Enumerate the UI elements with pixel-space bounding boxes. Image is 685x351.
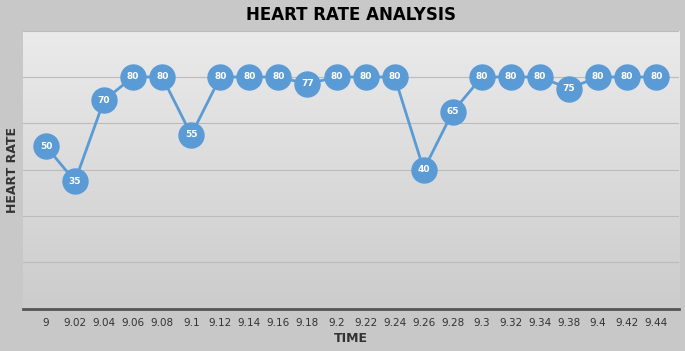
Text: 80: 80 — [592, 72, 604, 81]
Text: 80: 80 — [388, 72, 401, 81]
Text: 80: 80 — [505, 72, 517, 81]
Text: 80: 80 — [360, 72, 372, 81]
Text: 55: 55 — [185, 130, 197, 139]
Text: 80: 80 — [214, 72, 227, 81]
Text: 65: 65 — [447, 107, 459, 116]
Text: 80: 80 — [621, 72, 634, 81]
Text: 80: 80 — [127, 72, 139, 81]
Text: 40: 40 — [417, 165, 430, 174]
Text: 77: 77 — [301, 79, 314, 88]
Text: 80: 80 — [534, 72, 546, 81]
Text: 70: 70 — [98, 95, 110, 105]
Text: 80: 80 — [243, 72, 256, 81]
Text: 75: 75 — [562, 84, 575, 93]
Text: 80: 80 — [330, 72, 342, 81]
Text: 80: 80 — [475, 72, 488, 81]
Y-axis label: HEART RATE: HEART RATE — [5, 127, 18, 213]
Text: 80: 80 — [272, 72, 285, 81]
X-axis label: TIME: TIME — [334, 332, 368, 345]
Text: 80: 80 — [650, 72, 662, 81]
Text: 50: 50 — [40, 142, 52, 151]
Title: HEART RATE ANALYSIS: HEART RATE ANALYSIS — [246, 6, 456, 24]
Text: 80: 80 — [156, 72, 169, 81]
Text: 35: 35 — [68, 177, 82, 186]
